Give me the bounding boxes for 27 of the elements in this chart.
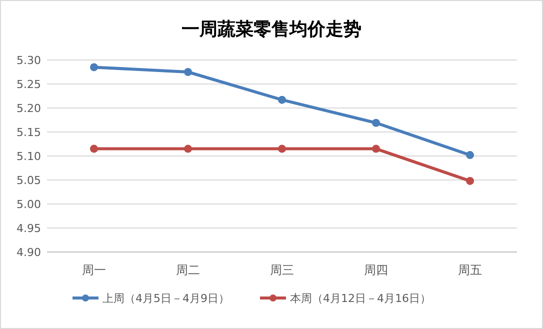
x-tick-label: 周五	[458, 263, 482, 277]
y-tick-label: 5.20	[16, 102, 41, 115]
point	[372, 118, 380, 127]
y-tick-label: 5.10	[16, 150, 41, 163]
point	[278, 144, 286, 153]
point	[184, 68, 192, 76]
point	[466, 176, 474, 185]
x-tick-label: 周四	[364, 263, 388, 277]
y-tick-label: 5.15	[16, 126, 41, 139]
legend-label: 上周（4月5日－4月9日）	[102, 292, 230, 305]
y-tick-label: 5.30	[16, 54, 41, 67]
point	[184, 144, 192, 153]
point	[372, 144, 380, 153]
y-tick-label: 5.25	[16, 78, 41, 91]
y-tick-label: 5.05	[16, 174, 41, 187]
x-tick-label: 周二	[176, 263, 200, 277]
legend-label: 本周（4月12日－4月16日）	[290, 292, 431, 305]
point	[466, 151, 474, 160]
point	[278, 96, 286, 104]
x-tick-label: 周一	[82, 263, 106, 277]
x-tick-label: 周三	[270, 263, 294, 277]
y-tick-label: 5.00	[16, 198, 41, 211]
y-tick-label: 4.90	[16, 246, 41, 259]
point	[90, 144, 98, 153]
chart-title: 一周蔬菜零售均价走势	[182, 19, 362, 40]
point	[90, 63, 98, 72]
y-tick-label: 4.95	[16, 222, 41, 235]
